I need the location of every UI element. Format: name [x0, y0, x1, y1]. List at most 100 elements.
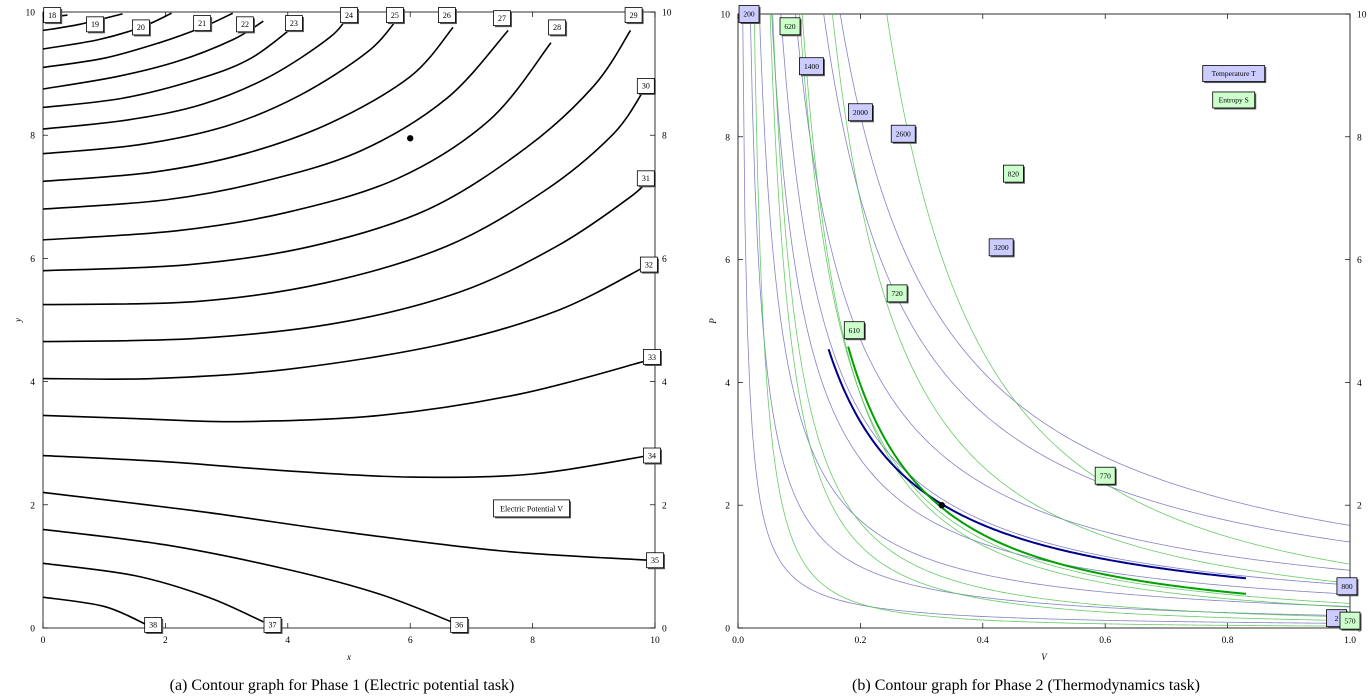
y-tick-label-right: 6 [1357, 256, 1362, 266]
label-text: 32 [645, 260, 653, 269]
label-text: 2600 [896, 129, 911, 138]
plot-area [742, 14, 1350, 627]
y-tick-label-right: 8 [662, 132, 667, 142]
x-tick-label: 1.0 [1344, 636, 1356, 646]
y-tick-label-right: 0 [662, 625, 667, 635]
legend-temperature: Temperature T [1202, 65, 1267, 84]
temperature-label-800: 800 [1336, 577, 1359, 597]
label-text: 200 [743, 10, 755, 19]
y-tick-label-right: 10 [662, 9, 672, 19]
label-box [86, 16, 104, 33]
label-text: 25 [391, 11, 399, 20]
contour-label-37: 37 [263, 617, 283, 634]
x-axis-label: x [346, 652, 351, 662]
label-box [646, 552, 664, 569]
entropy-contour-5 [831, 14, 1350, 584]
y-tick-label: 4 [30, 378, 35, 388]
entropy-contour-4 [799, 14, 1350, 604]
label-box [738, 5, 760, 23]
label-text: 18 [48, 11, 56, 20]
highlight-entropy-curve [847, 346, 1247, 595]
y-tick-label-right: 8 [1357, 133, 1362, 143]
label-box [636, 78, 655, 94]
label-text: 770 [1100, 471, 1112, 480]
selected-point [407, 135, 414, 142]
label-text: 24 [345, 11, 353, 20]
label-box [643, 349, 661, 365]
temperature-label-3200: 3200 [988, 238, 1015, 258]
entropy-contour-1 [769, 14, 1350, 622]
label-text: Entropy S [1219, 96, 1249, 105]
label-text: 23 [290, 19, 298, 28]
contour-label-18: 18 [43, 7, 63, 25]
contour-label-23: 23 [285, 15, 304, 33]
contour-line-20 [42, 12, 172, 50]
y-tick-label: 0 [30, 625, 35, 635]
temperature-contour-4 [780, 14, 1350, 586]
plot-frame [737, 13, 1351, 629]
x-tick-label: 6 [408, 636, 413, 646]
legend-frame [493, 499, 570, 518]
contour-label-34: 34 [643, 447, 662, 465]
label-box [843, 321, 865, 340]
x-tick-label: 2 [163, 636, 168, 646]
label-text: 30 [642, 82, 650, 91]
label-text: 31 [642, 174, 650, 183]
contour-line-25 [42, 17, 399, 155]
label-text: 38 [149, 621, 157, 630]
label-text: 20 [137, 23, 145, 32]
label-box [636, 170, 655, 187]
label-text: 27 [498, 14, 506, 23]
entropy-contour-3 [801, 14, 1350, 608]
contour-line-36 [42, 528, 460, 626]
label-box [340, 7, 358, 23]
temperature-contour-0 [742, 14, 1350, 624]
entropy-label-620: 620 [779, 17, 802, 37]
temperature-contour-3 [771, 14, 1350, 595]
temperature-contour-2 [759, 14, 1350, 607]
label-text: 570 [1344, 616, 1356, 625]
label-text: 800 [1341, 582, 1353, 591]
x-tick-label: 0.6 [1099, 636, 1111, 646]
x-tick-label: 0.4 [977, 636, 989, 646]
contour-label-29: 29 [624, 7, 644, 25]
panel-b-chart: 0.00.20.40.60.81.000224466881010VP200140… [708, 5, 1367, 662]
y-tick-label-right: 4 [662, 378, 667, 388]
contour-line-19 [42, 13, 123, 32]
caption-b: (b) Contour graph for Phase 2 (Thermodyn… [852, 677, 1200, 694]
temperature-contour-5 [795, 14, 1350, 571]
y-tick-label: 10 [721, 11, 731, 21]
contour-label-31: 31 [636, 170, 656, 188]
y-tick-label: 8 [30, 132, 35, 142]
highlight-temperature-curve [827, 348, 1247, 580]
y-tick-label: 6 [30, 255, 35, 265]
contour-label-35: 35 [646, 552, 665, 570]
entropy-label-820: 820 [1003, 164, 1025, 184]
label-text: 29 [630, 11, 638, 20]
contour-label-32: 32 [639, 256, 659, 274]
y-axis-label: P [708, 318, 718, 325]
plot-frame [42, 11, 656, 629]
temperature-label-2000: 2000 [848, 103, 874, 123]
label-box [639, 256, 658, 273]
label-text: 22 [241, 20, 249, 29]
label-box [43, 7, 62, 23]
label-box [624, 7, 643, 23]
label-box [1003, 164, 1024, 183]
legend-box: Electric Potential V [493, 499, 572, 519]
entropy-contour-6 [886, 14, 1350, 565]
label-text: 28 [553, 23, 561, 32]
label-box [263, 617, 282, 633]
contour-line-29 [42, 30, 632, 272]
y-tick-label-right: 2 [662, 501, 667, 511]
y-tick-label: 6 [725, 256, 730, 266]
label-text: 26 [443, 11, 451, 20]
label-box [890, 124, 916, 143]
label-text: Temperature T [1212, 69, 1257, 78]
label-box [144, 617, 163, 633]
y-tick-label-right: 6 [662, 255, 667, 265]
label-box [450, 617, 469, 633]
label-text: 1400 [804, 62, 819, 71]
label-text: 2 [1335, 614, 1339, 623]
